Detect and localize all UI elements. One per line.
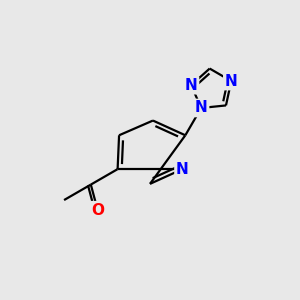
Text: N: N <box>195 100 208 116</box>
Text: N: N <box>225 74 238 88</box>
Text: N: N <box>176 162 189 177</box>
Text: O: O <box>91 203 104 218</box>
Text: N: N <box>185 78 197 93</box>
